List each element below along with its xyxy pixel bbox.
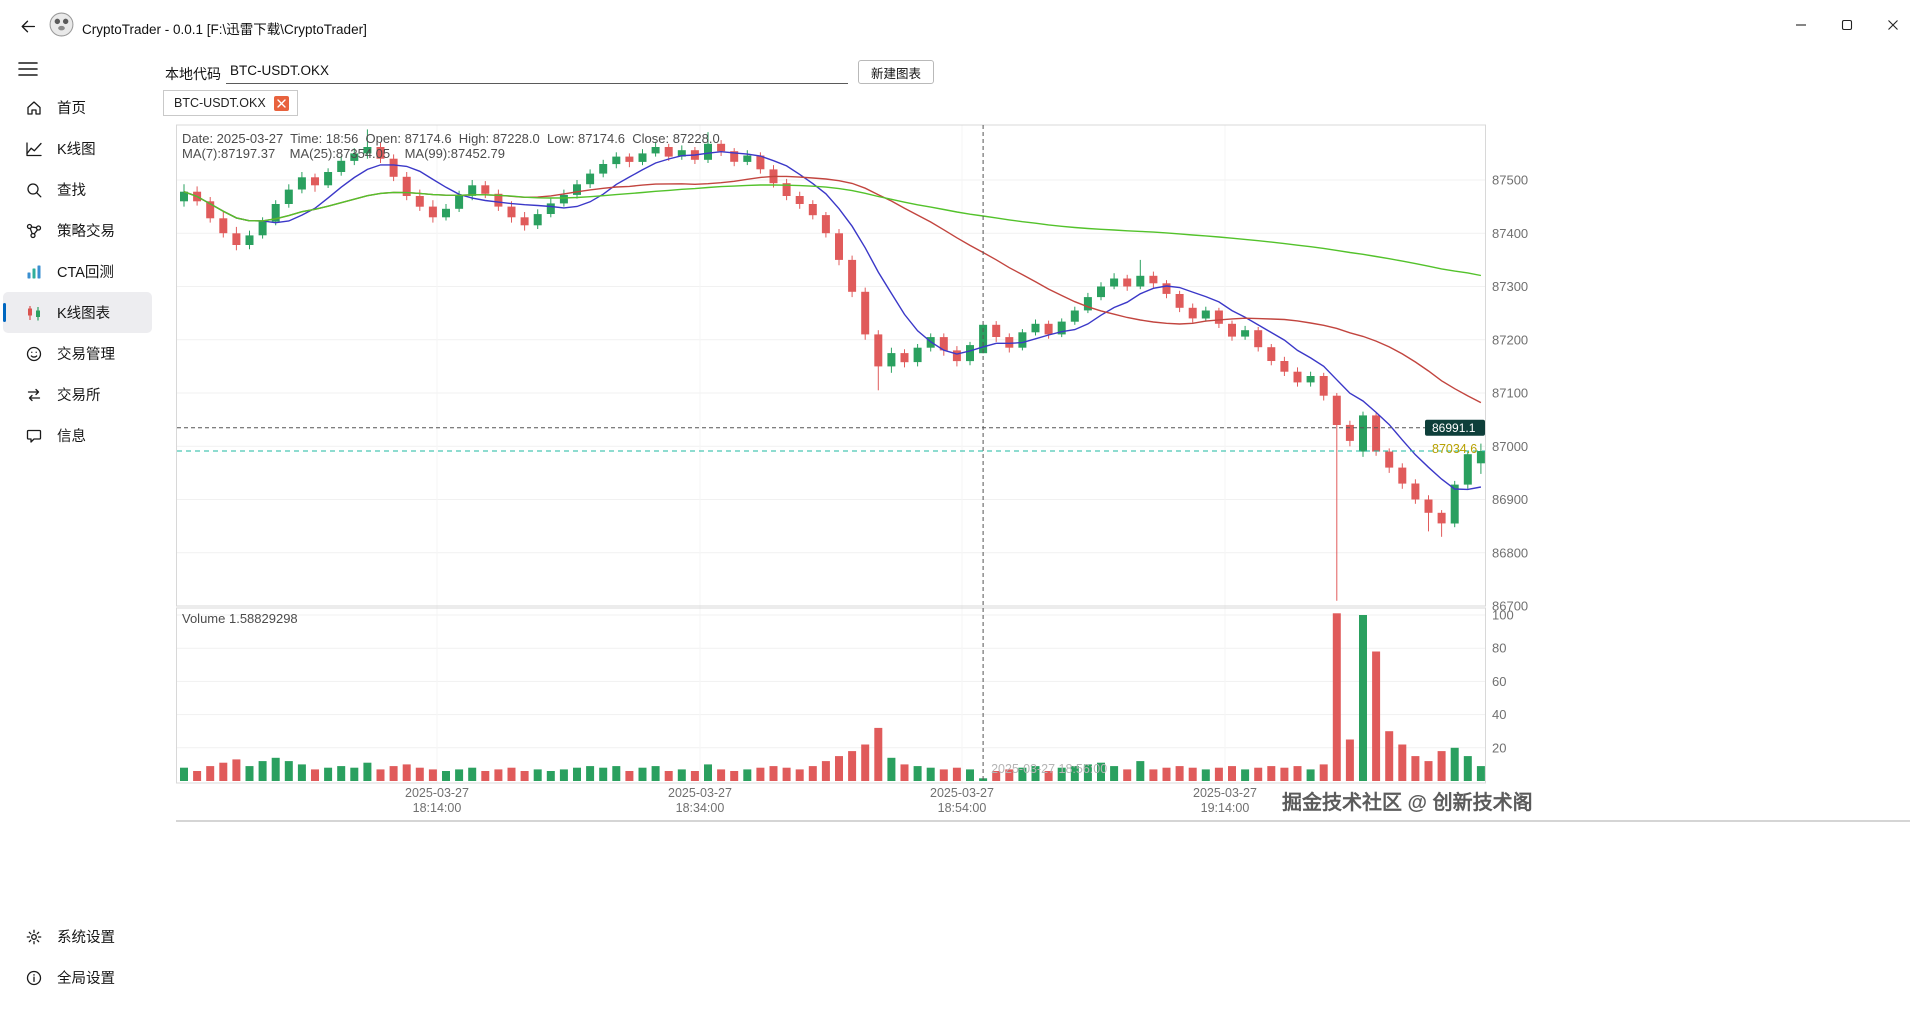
chart-horizontal-scrollbar[interactable] — [176, 820, 1910, 822]
sidebar: 首页 K线图 查找 策略交易 — [0, 50, 155, 1010]
svg-text:86700: 86700 — [1492, 599, 1528, 614]
sidebar-footer: 系统设置 全局设置 — [0, 916, 155, 998]
back-arrow-icon — [21, 20, 35, 32]
svg-text:87300: 87300 — [1492, 279, 1528, 294]
sidebar-item-system-settings[interactable]: 系统设置 — [3, 916, 152, 957]
symbol-input[interactable] — [226, 58, 848, 84]
sidebar-item-label: 查找 — [57, 183, 86, 199]
tab-close-button[interactable] — [273, 95, 289, 111]
svg-text:2025-03-27: 2025-03-27 — [405, 786, 469, 800]
gear-icon — [26, 929, 42, 944]
svg-text:2025-03-27: 2025-03-27 — [1193, 786, 1257, 800]
kline-icon — [26, 141, 42, 156]
svg-text:87000: 87000 — [1492, 439, 1528, 454]
svg-text:2025-03-27 18:56:00: 2025-03-27 18:56:00 — [991, 762, 1107, 776]
volume-label: Volume 1.58829298 — [182, 611, 298, 626]
back-button[interactable] — [14, 13, 40, 39]
svg-text:2025-03-27: 2025-03-27 — [668, 786, 732, 800]
app-logo-icon — [49, 12, 74, 37]
info-circle-icon — [26, 970, 42, 985]
sidebar-item-kline[interactable]: K线图 — [3, 128, 152, 169]
hamburger-icon — [18, 62, 38, 76]
sidebar-item-global-settings[interactable]: 全局设置 — [3, 957, 152, 998]
menu-toggle-button[interactable] — [14, 55, 42, 83]
window-title: CryptoTrader - 0.0.1 [F:\迅雷下载\CryptoTrad… — [82, 22, 367, 37]
tab-btc-usdt-okx[interactable]: BTC-USDT.OKX — [163, 90, 298, 116]
sidebar-item-trade-management[interactable]: 交易管理 — [3, 333, 152, 374]
maximize-button[interactable] — [1824, 0, 1870, 50]
ohlc-info-line: Date: 2025-03-27 Time: 18:56 Open: 87174… — [182, 131, 720, 146]
symbol-code-label: 本地代码 — [165, 66, 221, 82]
svg-text:19:14:00: 19:14:00 — [1201, 801, 1250, 815]
svg-text:87200: 87200 — [1492, 332, 1528, 347]
exchange-arrows-icon — [27, 388, 41, 401]
sidebar-item-label: K线图 — [57, 142, 96, 158]
sidebar-item-label: 系统设置 — [57, 930, 115, 946]
ma-info-line: MA(7):87197.37 MA(25):87354.05 MA(99):87… — [182, 146, 506, 161]
window-controls — [1778, 0, 1916, 50]
search-icon — [27, 182, 42, 197]
sidebar-item-label: 全局设置 — [57, 971, 115, 987]
sidebar-item-label: 交易所 — [57, 388, 101, 404]
svg-text:100: 100 — [1492, 608, 1514, 623]
svg-text:87400: 87400 — [1492, 226, 1528, 241]
close-icon — [1888, 20, 1898, 30]
svg-text:2025-03-27: 2025-03-27 — [930, 786, 994, 800]
chat-bubble-icon — [26, 429, 42, 443]
home-icon — [27, 100, 41, 115]
smiley-icon — [26, 346, 42, 361]
new-chart-button[interactable]: 新建图表 — [858, 60, 935, 84]
svg-text:18:34:00: 18:34:00 — [676, 801, 725, 815]
svg-text:18:54:00: 18:54:00 — [938, 801, 987, 815]
sidebar-item-search[interactable]: 查找 — [3, 169, 152, 210]
sidebar-nav: 首页 K线图 查找 策略交易 — [0, 87, 155, 456]
svg-text:86900: 86900 — [1492, 492, 1528, 507]
active-indicator — [3, 303, 6, 322]
maximize-icon — [1841, 19, 1853, 31]
svg-text:86800: 86800 — [1492, 545, 1528, 560]
minimize-button[interactable] — [1778, 0, 1824, 50]
close-button[interactable] — [1870, 0, 1916, 50]
minimize-icon — [1796, 24, 1806, 26]
svg-text:60: 60 — [1492, 674, 1506, 689]
sidebar-item-home[interactable]: 首页 — [3, 87, 152, 128]
sidebar-item-exchange[interactable]: 交易所 — [3, 374, 152, 415]
sidebar-item-cta-backtest[interactable]: CTA回测 — [3, 251, 152, 292]
sidebar-item-label: K线图表 — [57, 306, 111, 322]
kline-chart-panel[interactable]: 87500 87400 87300 87200 87100 87000 86900 86800… — [176, 122, 1546, 822]
sidebar-item-kline-charts[interactable]: K线图表 — [3, 292, 152, 333]
svg-text:87500: 87500 — [1492, 173, 1528, 188]
sidebar-item-strategy-trading[interactable]: 策略交易 — [3, 210, 152, 251]
tab-label: BTC-USDT.OKX — [174, 96, 266, 110]
svg-text:87100: 87100 — [1492, 386, 1528, 401]
sidebar-item-label: 首页 — [57, 101, 86, 117]
svg-text:18:14:00: 18:14:00 — [413, 801, 462, 815]
svg-text:86991.1: 86991.1 — [1432, 421, 1476, 435]
bar-chart-icon — [27, 265, 41, 278]
tab-close-icon — [276, 98, 286, 108]
svg-text:40: 40 — [1492, 707, 1506, 722]
sidebar-item-label: 信息 — [57, 429, 86, 445]
strategy-nodes-icon — [26, 223, 42, 238]
sidebar-item-label: 交易管理 — [57, 347, 115, 363]
title-bar: CryptoTrader - 0.0.1 [F:\迅雷下载\CryptoTrad… — [0, 0, 1916, 50]
svg-text:20: 20 — [1492, 740, 1506, 755]
sidebar-item-label: 策略交易 — [57, 224, 115, 240]
candles-icon — [28, 305, 40, 320]
sidebar-item-label: CTA回测 — [57, 265, 114, 281]
watermark-text: 掘金技术社区 @ 创新技术阁 — [1282, 792, 1533, 814]
kline-chart-canvas[interactable]: 87500 87400 87300 87200 87100 87000 86900 86800… — [176, 122, 1546, 822]
svg-text:87034.6: 87034.6 — [1432, 442, 1477, 456]
sidebar-item-info[interactable]: 信息 — [3, 415, 152, 456]
svg-text:80: 80 — [1492, 641, 1506, 656]
